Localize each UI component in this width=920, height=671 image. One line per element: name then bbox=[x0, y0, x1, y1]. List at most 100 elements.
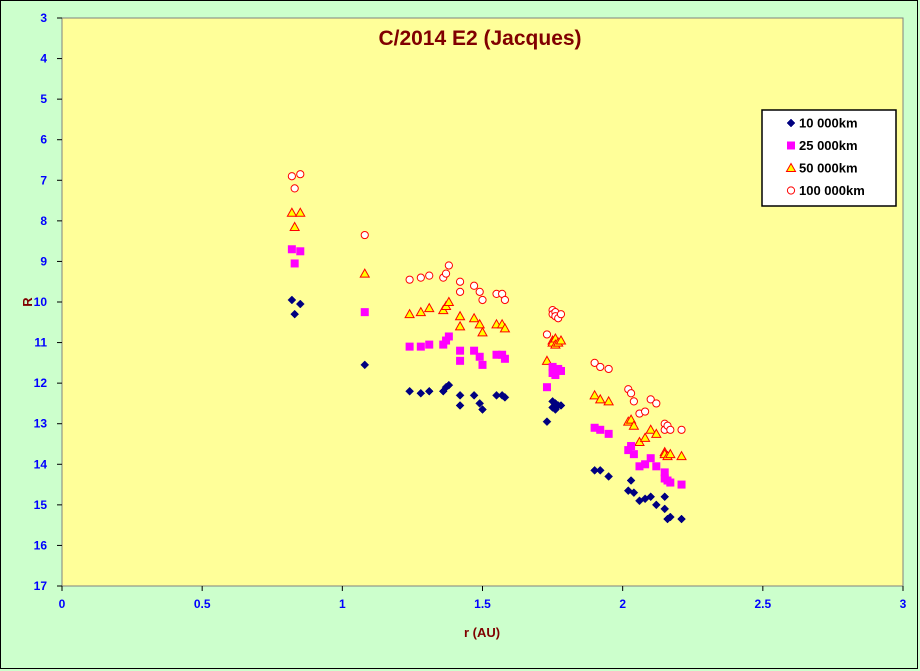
y-tick-label: 16 bbox=[34, 538, 48, 552]
point-100000km bbox=[652, 399, 661, 408]
point-100000km bbox=[604, 364, 613, 374]
point-10000km bbox=[595, 466, 605, 475]
point-25000km bbox=[478, 360, 487, 369]
point-10000km bbox=[629, 488, 639, 498]
y-tick-label: 3 bbox=[40, 11, 47, 25]
chart-title: C/2014 E2 (Jacques) bbox=[378, 27, 581, 50]
point-25000km bbox=[456, 346, 465, 355]
point-10000km bbox=[405, 386, 414, 396]
point-50000km bbox=[454, 320, 466, 331]
y-tick-label: 8 bbox=[40, 214, 47, 228]
point-100000km bbox=[360, 230, 369, 240]
point-25000km bbox=[500, 354, 509, 363]
point-100000km bbox=[296, 170, 305, 179]
point-10000km bbox=[424, 386, 434, 396]
y-tick-label: 11 bbox=[34, 336, 47, 350]
y-axis-label: R bbox=[20, 297, 35, 307]
point-100000km bbox=[469, 281, 479, 290]
y-tick-label: 5 bbox=[40, 92, 47, 106]
point-100000km bbox=[287, 172, 296, 181]
point-100000km bbox=[646, 395, 655, 404]
legend-label: 25 000km bbox=[799, 138, 858, 153]
point-100000km bbox=[475, 287, 484, 296]
point-100000km bbox=[478, 295, 487, 305]
point-50000km bbox=[359, 268, 371, 278]
point-50000km bbox=[639, 432, 651, 442]
legend-marker bbox=[786, 118, 796, 128]
point-10000km bbox=[455, 390, 465, 400]
point-100000km bbox=[629, 397, 638, 406]
point-10000km bbox=[500, 392, 510, 402]
point-25000km bbox=[425, 340, 434, 349]
point-25000km bbox=[442, 336, 451, 345]
y-tick-label: 6 bbox=[40, 133, 47, 147]
point-25000km bbox=[492, 350, 501, 359]
y-tick-label: 7 bbox=[40, 173, 47, 187]
y-tick-label: 9 bbox=[40, 254, 47, 268]
point-25000km bbox=[360, 308, 369, 317]
point-100000km bbox=[444, 261, 453, 270]
point-50000km bbox=[628, 420, 640, 430]
y-tick-label: 14 bbox=[34, 457, 48, 471]
x-tick-label: 1 bbox=[339, 597, 346, 611]
point-50000km bbox=[625, 414, 637, 424]
x-axis: 0 0.5 1 1.5 2 2.5 3 bbox=[59, 586, 907, 611]
point-25000km bbox=[551, 371, 560, 380]
y-tick-label: 15 bbox=[34, 498, 48, 512]
point-10000km bbox=[677, 514, 686, 524]
point-10000km bbox=[665, 512, 675, 522]
point-10000km bbox=[651, 500, 661, 510]
point-100000km bbox=[556, 310, 566, 319]
point-25000km bbox=[548, 362, 557, 371]
point-100000km bbox=[666, 425, 675, 434]
point-10000km bbox=[416, 388, 426, 398]
point-100000km bbox=[640, 407, 650, 416]
point-50000km bbox=[474, 318, 486, 329]
point-25000km bbox=[677, 480, 686, 489]
point-10000km bbox=[290, 309, 300, 319]
point-50000km bbox=[468, 312, 480, 323]
point-50000km bbox=[555, 335, 567, 345]
point-100000km bbox=[542, 330, 552, 339]
point-25000km bbox=[542, 383, 551, 392]
point-25000km bbox=[475, 352, 484, 361]
point-100000km bbox=[455, 287, 465, 296]
point-25000km bbox=[556, 366, 565, 375]
point-100000km bbox=[500, 295, 510, 305]
point-50000km bbox=[286, 207, 298, 217]
point-25000km bbox=[641, 460, 650, 469]
legend-label: 10 000km bbox=[799, 116, 858, 131]
point-50000km bbox=[294, 207, 306, 217]
point-25000km bbox=[287, 245, 296, 254]
legend-label: 50 000km bbox=[799, 161, 858, 176]
point-50000km bbox=[477, 326, 488, 337]
point-25000km bbox=[627, 442, 636, 451]
point-100000km bbox=[290, 184, 299, 193]
y-tick-label: 4 bbox=[40, 52, 47, 66]
y-tick-label: 12 bbox=[34, 376, 48, 390]
x-tick-label: 2 bbox=[619, 597, 626, 611]
point-10000km bbox=[455, 401, 465, 410]
point-50000km bbox=[676, 450, 687, 461]
point-25000km bbox=[652, 462, 661, 471]
point-10000km bbox=[478, 405, 487, 414]
point-50000km bbox=[415, 306, 427, 317]
point-100000km bbox=[677, 425, 686, 434]
point-25000km bbox=[624, 446, 633, 455]
point-10000km bbox=[469, 390, 479, 400]
point-10000km bbox=[646, 492, 656, 502]
y-axis: 3 4 5 6 7 8 9 10 11 12 13 14 15 16 17 bbox=[34, 11, 62, 593]
point-10000km bbox=[626, 476, 636, 485]
legend-label: 100 000km bbox=[799, 183, 865, 198]
point-50000km bbox=[499, 322, 511, 333]
y-tick-label: 10 bbox=[34, 295, 48, 309]
point-25000km bbox=[666, 478, 675, 487]
point-10000km bbox=[475, 399, 485, 408]
point-10000km bbox=[660, 492, 670, 502]
point-50000km bbox=[423, 302, 435, 313]
point-100000km bbox=[425, 271, 434, 280]
x-tick-label: 0 bbox=[59, 597, 66, 611]
point-10000km bbox=[360, 360, 370, 370]
point-25000km bbox=[439, 340, 448, 349]
point-25000km bbox=[416, 342, 425, 351]
